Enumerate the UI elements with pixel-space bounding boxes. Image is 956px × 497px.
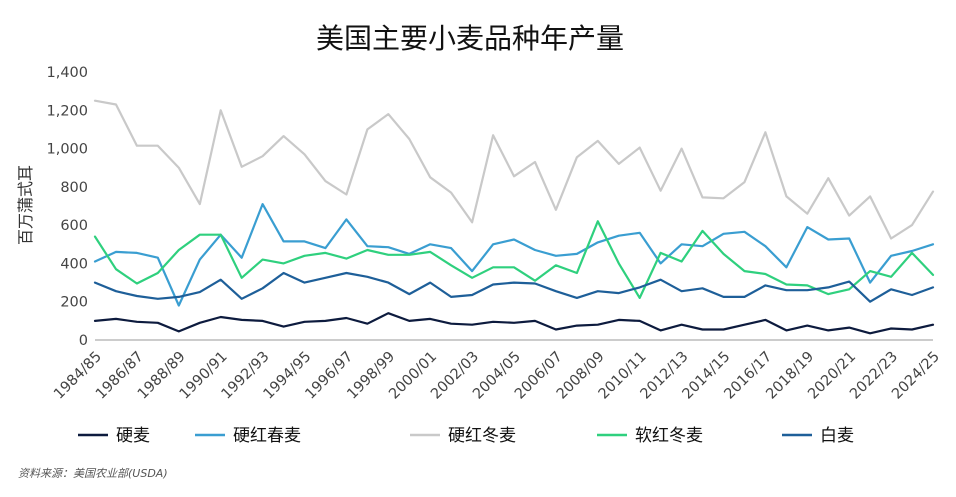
legend-label-4: 白麦 [820,426,854,446]
y-tick-label: 0 [79,333,88,349]
series-line-0 [93,312,935,335]
y-tick-label: 800 [60,180,88,196]
y-tick-label: 1,400 [46,65,88,81]
source-note: 资料来源：美国农业部(USDA) [18,467,168,480]
y-axis-ticks: 0 200 400 600 800 1,000 1,200 1,400 [46,65,88,349]
chart-title: 美国主要小麦品种年产量 [316,22,624,55]
series-lines [93,99,935,335]
y-tick-label: 200 [60,295,88,311]
y-tick-label: 400 [60,256,88,272]
legend: 硬麦 硬红春麦 硬红冬麦 软红冬麦 白麦 [78,426,854,446]
legend-label-1: 硬红春麦 [233,426,301,446]
series-line-3 [93,220,935,299]
series-line-1 [93,203,935,307]
legend-label-0: 硬麦 [116,426,150,446]
y-tick-label: 1,200 [46,103,88,119]
y-axis-label: 百万蒲式耳 [16,165,35,245]
legend-label-3: 软红冬麦 [635,426,703,446]
y-tick-label: 1,000 [46,142,88,158]
series-line-2 [93,99,935,240]
series-line-4 [93,271,935,303]
x-axis-ticks: 1984/851986/871988/891990/911992/931994/… [51,349,943,403]
legend-label-2: 硬红冬麦 [448,426,516,446]
y-tick-label: 600 [60,218,88,234]
